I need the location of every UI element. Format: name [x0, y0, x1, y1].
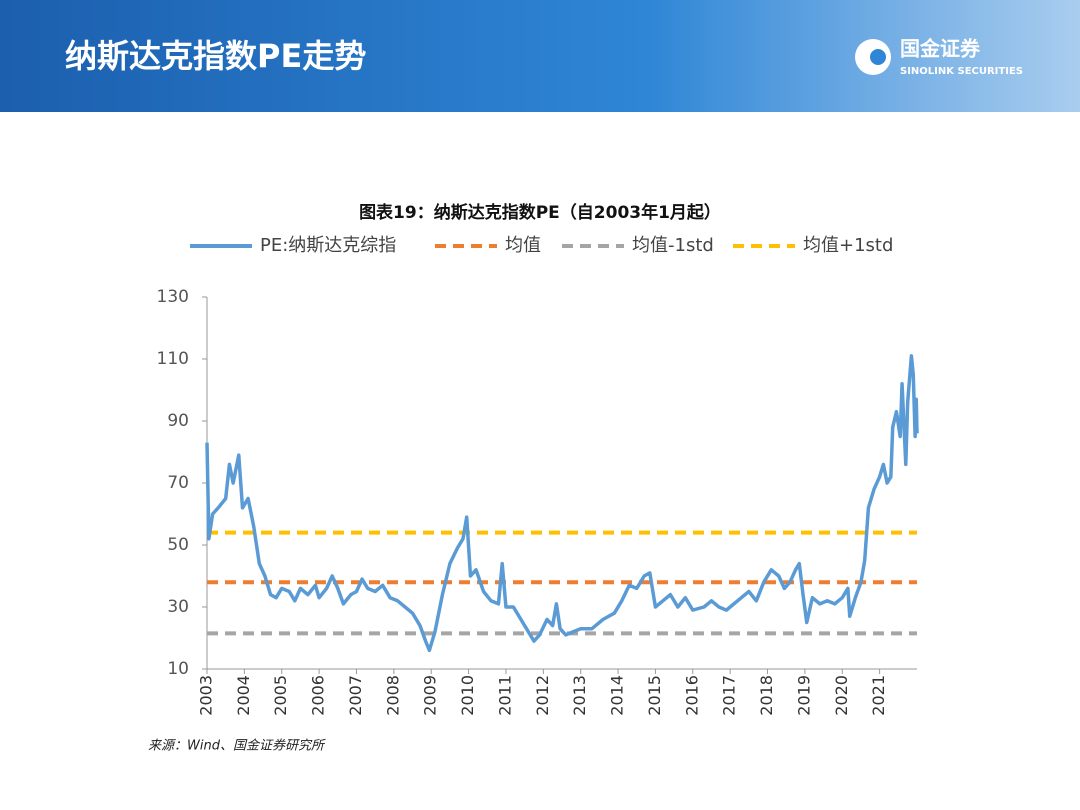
logo-cn: 国金证券 [900, 37, 981, 61]
logo-en: SINOLINK SECURITIES [900, 66, 1023, 77]
x-tick-label: 2019 [794, 675, 813, 716]
y-tick-label: 10 [167, 659, 189, 679]
legend-label: PE:纳斯达克综指 [260, 235, 396, 256]
x-tick-label: 2005 [271, 675, 290, 716]
source-note: 来源：Wind、国金证券研究所 [148, 738, 326, 754]
y-tick-label: 130 [157, 287, 189, 307]
chart-title: 图表19：纳斯达克指数PE（自2003年1月起） [359, 202, 721, 223]
x-tick-label: 2007 [346, 675, 365, 716]
x-tick-label: 2020 [832, 675, 851, 716]
logo-icon-inner [870, 49, 886, 65]
x-tick-label: 2021 [869, 675, 888, 716]
x-tick-label: 2014 [608, 675, 627, 716]
y-tick-label: 90 [167, 411, 189, 431]
data-line [205, 354, 919, 653]
legend-label: 均值+1std [803, 235, 893, 256]
y-tick-label: 50 [167, 535, 189, 555]
plot: 10 30 50 70 90 110 130 2003 2004 2005 2006 2007 2008… [157, 235, 919, 716]
x-tick-label: 2012 [533, 675, 552, 716]
y-tick-label: 110 [157, 349, 189, 369]
x-tick-label: 2003 [197, 675, 216, 716]
header-band [0, 0, 1080, 112]
x-tick-label: 2015 [645, 675, 664, 716]
legend-label: 均值-1std [632, 235, 714, 256]
slide-title: 纳斯达克指数PE走势 [65, 37, 366, 75]
x-tick-label: 2009 [421, 675, 440, 716]
x-tick-label: 2017 [720, 675, 739, 716]
y-tick-label: 30 [167, 597, 189, 617]
x-tick-label: 2008 [383, 675, 402, 716]
x-tick-label: 2016 [682, 675, 701, 716]
x-tick-label: 2006 [309, 675, 328, 716]
x-tick-label: 2010 [458, 675, 477, 716]
x-tick-label: 2011 [495, 675, 514, 716]
x-tick-label: 2013 [570, 675, 589, 716]
x-tick-label: 2004 [234, 675, 253, 716]
x-tick-label: 2018 [757, 675, 776, 716]
legend-label: 均值 [505, 235, 541, 256]
y-tick-label: 70 [167, 473, 189, 493]
